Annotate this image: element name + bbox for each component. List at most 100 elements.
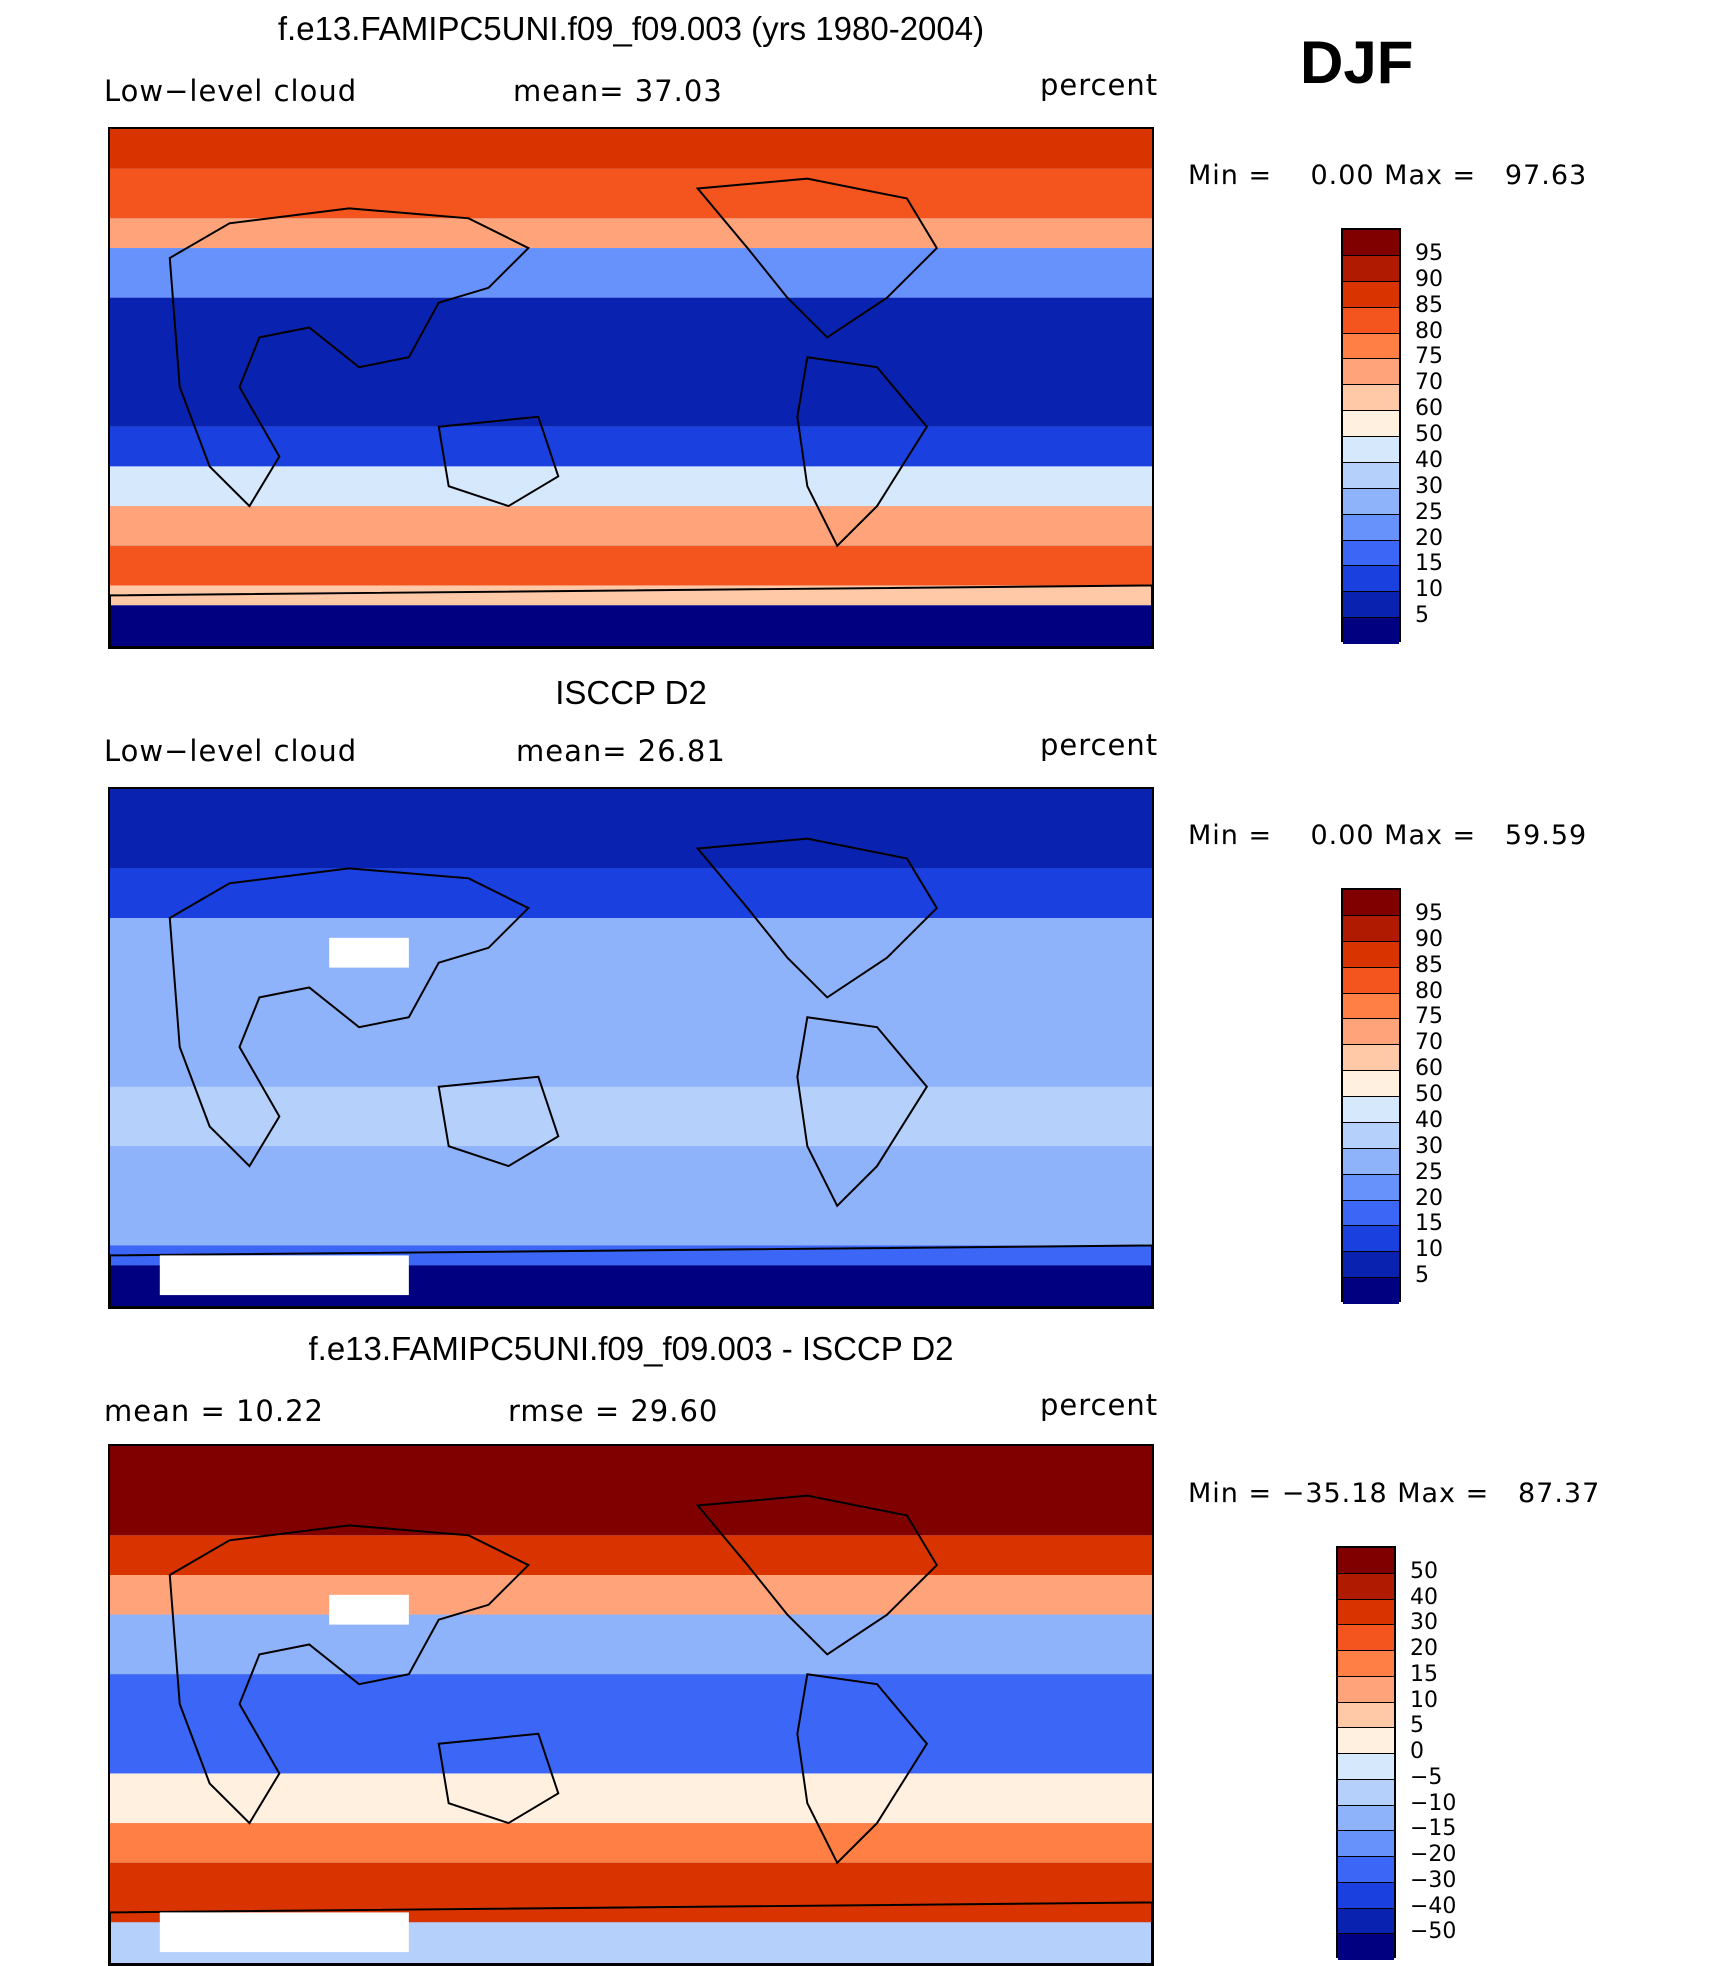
colorbar-tick-label: −5 bbox=[1410, 1764, 1443, 1790]
colorbar-tick-label: 10 bbox=[1410, 1687, 1438, 1713]
colorbar-swatch bbox=[1343, 281, 1399, 308]
panel-1-min-max: Min = 0.00 Max = 97.63 bbox=[1188, 160, 1588, 191]
season-label: DJF bbox=[1300, 29, 1414, 96]
colorbar-swatch bbox=[1338, 1908, 1394, 1935]
colorbar-tick-label: −10 bbox=[1410, 1790, 1457, 1816]
colorbar-swatch bbox=[1343, 1252, 1399, 1279]
colorbar-tick-label: 60 bbox=[1415, 1056, 1443, 1082]
colorbar-swatch bbox=[1343, 1019, 1399, 1046]
colorbar-swatch bbox=[1338, 1573, 1394, 1600]
colorbar-tick-label: 20 bbox=[1415, 525, 1443, 551]
colorbar-tick-label: 50 bbox=[1415, 422, 1443, 447]
panel-2-units-label: percent bbox=[1040, 728, 1159, 762]
colorbar-tick-label: −20 bbox=[1410, 1842, 1457, 1867]
colorbar-swatch bbox=[1343, 462, 1399, 489]
colorbar-swatch bbox=[1338, 1676, 1394, 1703]
colorbar-tick-label: 20 bbox=[1410, 1636, 1438, 1661]
colorbar-swatch bbox=[1338, 1728, 1394, 1754]
colorbar-tick-label: 20 bbox=[1415, 1185, 1443, 1211]
colorbar-tick-label: 30 bbox=[1415, 1133, 1443, 1159]
colorbar-swatch bbox=[1338, 1548, 1394, 1574]
panel-3-title: f.e13.FAMIPC5UNI.f09_f09.003 - ISCCP D2 bbox=[308, 1330, 954, 1367]
colorbar-swatch bbox=[1343, 1045, 1399, 1072]
colorbar-swatch bbox=[1338, 1702, 1394, 1729]
colorbar-swatch bbox=[1338, 1754, 1394, 1780]
panel-3-map-svg bbox=[110, 1446, 1152, 1964]
colorbar-tick-label: 15 bbox=[1415, 551, 1443, 577]
colorbar-tick-label: −40 bbox=[1410, 1893, 1457, 1919]
panel-3-colorbar bbox=[1336, 1546, 1396, 1960]
colorbar-swatch bbox=[1343, 437, 1399, 463]
colorbar-swatch bbox=[1338, 1625, 1394, 1651]
colorbar-swatch bbox=[1343, 255, 1399, 282]
panel-2-colorbar bbox=[1341, 888, 1401, 1304]
colorbar-tick-label: 95 bbox=[1415, 240, 1443, 266]
panel-1-map bbox=[108, 127, 1154, 649]
colorbar-tick-label: 30 bbox=[1415, 473, 1443, 499]
colorbar-swatch bbox=[1338, 1882, 1394, 1909]
colorbar-tick-label: 70 bbox=[1415, 1030, 1443, 1056]
panel-3-units-label: percent bbox=[1040, 1388, 1159, 1422]
colorbar-swatch bbox=[1343, 618, 1399, 644]
colorbar-tick-label: 25 bbox=[1415, 499, 1443, 525]
panel-2-title: ISCCP D2 bbox=[555, 674, 707, 711]
panel-3-rmse-label: rmse = 29.60 bbox=[508, 1394, 719, 1428]
colorbar-tick-label: −15 bbox=[1410, 1816, 1457, 1842]
colorbar-tick-label: 50 bbox=[1415, 1082, 1443, 1107]
colorbar-swatch bbox=[1343, 230, 1399, 256]
colorbar-tick-label: 40 bbox=[1415, 1107, 1443, 1133]
colorbar-swatch bbox=[1343, 385, 1399, 412]
panel-2-map bbox=[108, 787, 1154, 1309]
colorbar-tick-label: 75 bbox=[1415, 1004, 1443, 1030]
colorbar-swatch bbox=[1338, 1779, 1394, 1806]
colorbar-tick-label: 60 bbox=[1415, 396, 1443, 422]
colorbar-swatch bbox=[1343, 411, 1399, 437]
colorbar-swatch bbox=[1343, 359, 1399, 386]
colorbar-swatch bbox=[1343, 1097, 1399, 1123]
colorbar-swatch bbox=[1343, 1278, 1399, 1304]
colorbar-swatch bbox=[1343, 941, 1399, 968]
colorbar-tick-label: 15 bbox=[1415, 1211, 1443, 1237]
panel-2-variable-label: Low−level cloud bbox=[104, 734, 358, 768]
colorbar-tick-label: 10 bbox=[1415, 577, 1443, 603]
colorbar-tick-label: 80 bbox=[1415, 978, 1443, 1004]
colorbar-tick-label: 40 bbox=[1410, 1584, 1438, 1610]
colorbar-tick-label: 40 bbox=[1415, 447, 1443, 473]
colorbar-tick-label: 85 bbox=[1415, 952, 1443, 978]
colorbar-tick-label: 5 bbox=[1415, 603, 1429, 629]
colorbar-tick-label: 85 bbox=[1415, 292, 1443, 318]
colorbar-swatch bbox=[1343, 915, 1399, 942]
colorbar-swatch bbox=[1338, 1805, 1394, 1832]
colorbar-swatch bbox=[1343, 1226, 1399, 1253]
panel-2-min-max: Min = 0.00 Max = 59.59 bbox=[1188, 820, 1588, 851]
panel-3-min-max: Min = −35.18 Max = 87.37 bbox=[1188, 1478, 1601, 1509]
colorbar-swatch bbox=[1343, 1122, 1399, 1149]
colorbar-tick-label: −50 bbox=[1410, 1919, 1457, 1945]
colorbar-swatch bbox=[1343, 967, 1399, 994]
panel-2-mean-label: mean= 26.81 bbox=[516, 734, 726, 768]
colorbar-tick-label: 5 bbox=[1415, 1263, 1429, 1289]
colorbar-swatch bbox=[1343, 1071, 1399, 1097]
panel-1-title: f.e13.FAMIPC5UNI.f09_f09.003 (yrs 1980-2… bbox=[277, 10, 985, 47]
colorbar-tick-label: 95 bbox=[1415, 900, 1443, 926]
colorbar-swatch bbox=[1343, 890, 1399, 916]
colorbar-tick-label: 5 bbox=[1410, 1713, 1424, 1739]
panel-2-map-svg bbox=[110, 789, 1152, 1307]
colorbar-tick-label: 15 bbox=[1410, 1661, 1438, 1687]
colorbar-tick-label: 30 bbox=[1410, 1610, 1438, 1636]
colorbar-tick-label: 0 bbox=[1410, 1739, 1424, 1764]
colorbar-swatch bbox=[1338, 1599, 1394, 1626]
colorbar-tick-label: 90 bbox=[1415, 926, 1443, 952]
colorbar-swatch bbox=[1338, 1934, 1394, 1960]
panel-3-map bbox=[108, 1444, 1154, 1966]
colorbar-tick-label: 25 bbox=[1415, 1159, 1443, 1185]
panel-1-map-svg bbox=[110, 129, 1152, 647]
panel-1-colorbar bbox=[1341, 228, 1401, 644]
panel-1-mean-label: mean= 37.03 bbox=[513, 74, 723, 108]
panel-3-mean-label: mean = 10.22 bbox=[104, 1394, 324, 1428]
colorbar-tick-label: 90 bbox=[1415, 266, 1443, 292]
colorbar-swatch bbox=[1343, 592, 1399, 619]
colorbar-tick-label: 80 bbox=[1415, 318, 1443, 344]
colorbar-tick-label: 75 bbox=[1415, 344, 1443, 370]
panel-1-units-label: percent bbox=[1040, 68, 1159, 102]
